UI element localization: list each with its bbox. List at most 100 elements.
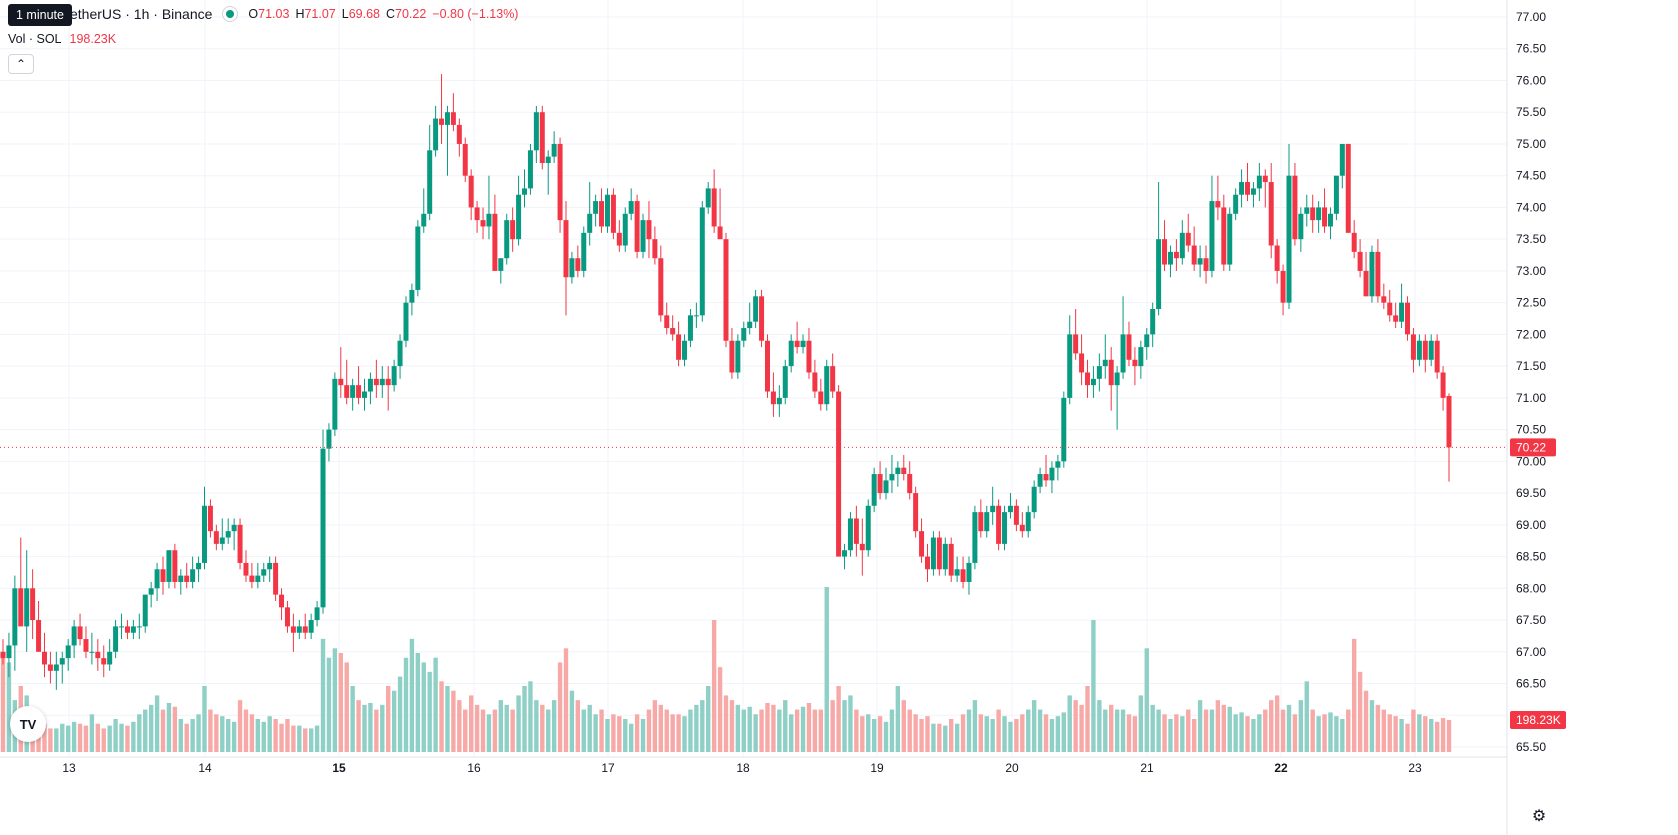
candle-body[interactable] — [362, 391, 367, 398]
candle-body[interactable] — [344, 385, 350, 398]
candle-body[interactable] — [996, 505, 1002, 544]
candle-body[interactable] — [356, 385, 362, 398]
candle-body[interactable] — [504, 220, 510, 259]
candle-body[interactable] — [391, 366, 397, 386]
candle-body[interactable] — [1322, 207, 1328, 227]
candle-body[interactable] — [877, 474, 883, 494]
candle-body[interactable] — [1256, 175, 1262, 189]
candle-body[interactable] — [847, 518, 853, 551]
candle-body[interactable] — [972, 512, 978, 563]
candle-body[interactable] — [1345, 143, 1351, 233]
candle-body[interactable] — [124, 626, 130, 633]
candle-body[interactable] — [664, 315, 670, 329]
candle-body[interactable] — [1239, 182, 1245, 195]
candle-body[interactable] — [1085, 372, 1090, 386]
candle-body[interactable] — [492, 213, 498, 271]
candle-body[interactable] — [723, 239, 729, 341]
candle-body[interactable] — [954, 569, 960, 576]
volume-legend[interactable]: Vol · SOL 198.23K — [8, 32, 116, 46]
candle-body[interactable] — [990, 505, 996, 513]
candle-body[interactable] — [1363, 270, 1369, 297]
candle-body[interactable] — [942, 543, 948, 570]
candle-body[interactable] — [18, 588, 24, 627]
candle-body[interactable] — [273, 562, 279, 595]
candle-body[interactable] — [818, 391, 824, 405]
candle-body[interactable] — [1434, 340, 1440, 373]
candle-body[interactable] — [1381, 296, 1387, 303]
candle-body[interactable] — [539, 112, 545, 163]
candle-body[interactable] — [1286, 175, 1292, 303]
candle-body[interactable] — [474, 207, 480, 221]
candle-body[interactable] — [658, 258, 664, 316]
candle-body[interactable] — [350, 385, 356, 398]
candle-body[interactable] — [172, 550, 178, 582]
candle-body[interactable] — [498, 258, 504, 271]
candle-body[interactable] — [1197, 258, 1203, 265]
candle-body[interactable] — [379, 378, 385, 386]
candle-body[interactable] — [522, 188, 528, 195]
candle-body[interactable] — [670, 328, 676, 335]
candle-body[interactable] — [569, 258, 575, 278]
candle-body[interactable] — [705, 188, 711, 208]
candle-body[interactable] — [510, 220, 516, 240]
candle-body[interactable] — [604, 194, 610, 227]
candle-body[interactable] — [747, 321, 753, 329]
candle-body[interactable] — [1215, 201, 1221, 208]
candle-body[interactable] — [1173, 251, 1179, 259]
candle-body[interactable] — [296, 626, 302, 633]
candle-body[interactable] — [1019, 524, 1025, 532]
candle-body[interactable] — [284, 607, 290, 627]
candle-body[interactable] — [95, 651, 101, 659]
collapse-legend-button[interactable]: ⌃ — [8, 54, 34, 74]
candle-body[interactable] — [516, 194, 522, 240]
candle-body[interactable] — [444, 112, 450, 125]
candle-body[interactable] — [302, 626, 308, 633]
candle-body[interactable] — [1144, 334, 1150, 348]
candle-body[interactable] — [1126, 334, 1132, 360]
candle-body[interactable] — [557, 143, 563, 221]
candle-body[interactable] — [1055, 461, 1061, 468]
candle-body[interactable] — [1013, 505, 1019, 525]
candle-body[interactable] — [1132, 359, 1138, 367]
candle-body[interactable] — [1351, 232, 1357, 252]
candle-body[interactable] — [930, 537, 936, 570]
candle-body[interactable] — [616, 232, 622, 246]
candle-body[interactable] — [261, 569, 267, 576]
candle-body[interactable] — [1167, 251, 1173, 265]
candle-body[interactable] — [1327, 213, 1333, 227]
candle-body[interactable] — [770, 391, 776, 405]
candle-body[interactable] — [1203, 258, 1209, 271]
candle-body[interactable] — [450, 112, 456, 125]
candle-body[interactable] — [652, 239, 658, 259]
candle-body[interactable] — [759, 296, 765, 341]
candle-body[interactable] — [1250, 188, 1256, 195]
candle-body[interactable] — [824, 366, 830, 405]
candle-body[interactable] — [427, 150, 433, 214]
candle-body[interactable] — [563, 220, 569, 278]
candle-body[interactable] — [1399, 302, 1405, 322]
candle-body[interactable] — [190, 569, 196, 582]
candle-body[interactable] — [219, 537, 225, 544]
candle-body[interactable] — [1298, 213, 1304, 240]
candle-body[interactable] — [456, 124, 462, 144]
candle-body[interactable] — [255, 575, 261, 582]
candle-body[interactable] — [1031, 486, 1037, 513]
candle-body[interactable] — [1446, 395, 1452, 448]
candle-body[interactable] — [367, 378, 373, 392]
candle-body[interactable] — [385, 378, 391, 386]
candle-body[interactable] — [480, 220, 486, 227]
candle-body[interactable] — [1007, 505, 1013, 513]
candle-body[interactable] — [1162, 239, 1168, 265]
candle-body[interactable] — [717, 226, 723, 240]
candle-body[interactable] — [178, 575, 184, 582]
candle-body[interactable] — [332, 378, 338, 430]
candle-body[interactable] — [107, 651, 113, 665]
candle-body[interactable] — [1233, 194, 1239, 214]
candle-body[interactable] — [101, 658, 107, 665]
candle-body[interactable] — [249, 575, 255, 582]
candle-body[interactable] — [735, 340, 741, 373]
candle-body[interactable] — [1393, 315, 1399, 322]
candle-body[interactable] — [196, 562, 202, 570]
candle-body[interactable] — [1179, 232, 1185, 259]
candle-body[interactable] — [1138, 347, 1144, 367]
